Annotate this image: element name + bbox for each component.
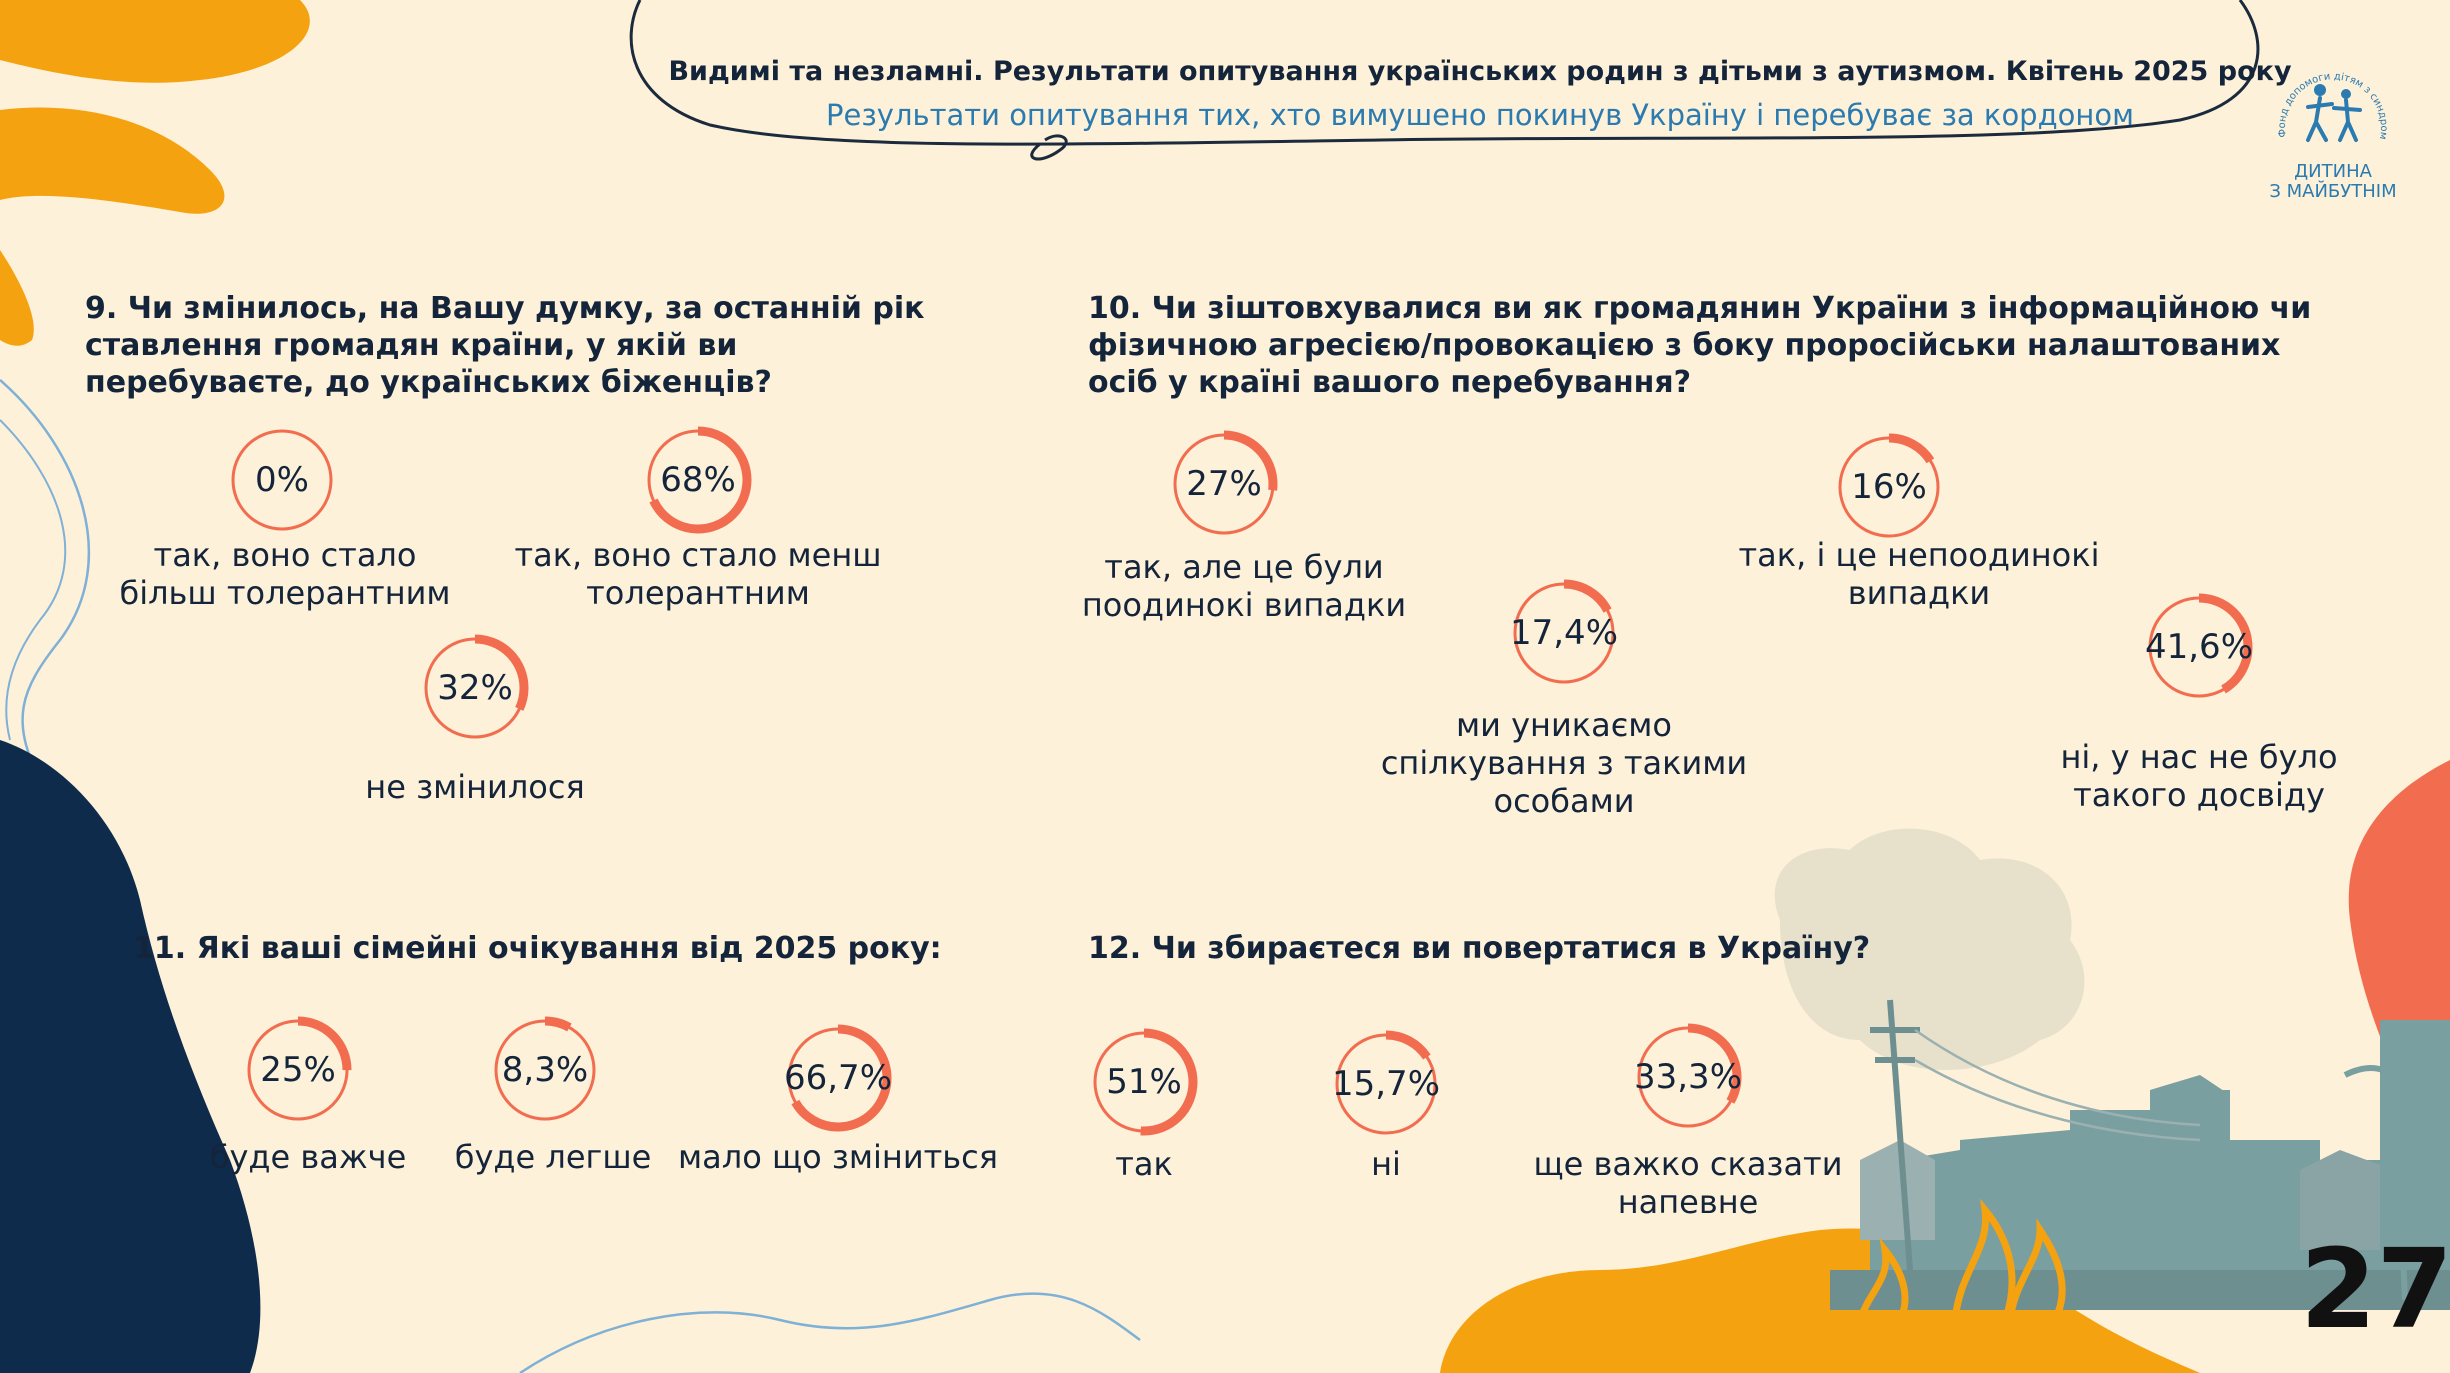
orange-blob-bottom [1440,1228,2200,1373]
percent-ring: 16% [1834,432,1944,542]
blue-wave-bottom [519,1292,1141,1373]
percent-label: 51% [1106,1062,1182,1102]
question-12-title: 12. Чи збираєтеся ви повертатися в Украї… [1088,931,1871,966]
page-subtitle: Результати опитування тих, хто вимушено … [826,98,2134,132]
ring-progress-arc [1090,1028,1198,1136]
ring-progress-arc [491,1016,599,1124]
option-label: буде легше [454,1138,652,1176]
ring-progress-arc [1634,1023,1742,1131]
percent-ring: 8,3% [490,1015,600,1125]
percent-ring: 33,3% [1633,1022,1743,1132]
percent-label: 33,3% [1633,1057,1742,1097]
ring-progress-arc [1510,579,1618,687]
power-lines [1914,1028,2201,1142]
question-10-title: 10. Чи зіштовхувалися ви як громадянин У… [1088,291,2312,400]
children-figures-icon: Фонд допомоги дітям з синдромом аутизму [2268,52,2389,142]
page-number: 27 [2300,1225,2450,1353]
option-label: ще важко сказати напевне [1533,1145,1843,1221]
ring-progress-arc [421,634,529,742]
percent-ring: 32% [420,633,530,743]
percent-ring: 0% [227,425,337,535]
option-label: так [1115,1145,1173,1183]
option-label: ми уникаємо спілкування з такими особами [1380,706,1748,820]
percent-label: 17,4% [1509,613,1618,653]
percent-ring: 68% [643,425,753,535]
percent-label: 32% [437,668,513,708]
option-label: ні [1371,1145,1401,1183]
blue-curve-left-2 [0,419,67,741]
utility-pole [1870,999,1920,1271]
ring-progress-arc [2145,593,2253,701]
percent-ring: 27% [1169,429,1279,539]
percent-label: 16% [1851,467,1927,507]
ruined-houses-left [1860,1140,2380,1250]
percent-label: 41,6% [2144,627,2253,667]
option-label: ні, у нас не було такого досвіду [2060,738,2338,814]
foundation-logo: Фонд допомоги дітям з синдромом аутизму … [2268,52,2398,202]
percent-ring: 51% [1089,1027,1199,1137]
option-label: мало що зміниться [678,1138,998,1176]
street-lamp [2343,1065,2408,1301]
percent-label: 66,7% [783,1058,892,1098]
option-label: так, але це були поодинокі випадки [1081,548,1407,624]
ring-track [231,429,333,531]
percent-label: 0% [255,460,309,500]
percent-label: 25% [260,1050,336,1090]
ring-progress-arc [244,1016,352,1124]
percent-label: 8,3% [501,1050,589,1090]
question-9-title: 9. Чи змінилось, на Вашу думку, за остан… [85,291,925,400]
ring-progress-arc [1332,1030,1440,1138]
ring-progress-arc [1170,430,1278,538]
percent-ring: 17,4% [1509,578,1619,688]
option-label: не змінилося [365,768,585,806]
ring-progress-arc [644,426,752,534]
ring-progress-arc [1835,433,1943,541]
page-title: Видимі та незламні. Результати опитуванн… [668,56,2292,87]
option-label: так, воно стало менш толерантним [514,536,882,612]
option-label: так, і це непоодинокі випадки [1738,536,2100,612]
percent-label: 15,7% [1331,1064,1440,1104]
percent-ring: 41,6% [2144,592,2254,702]
ring-progress-arc [784,1024,892,1132]
logo-line-1: ДИТИНА [2294,161,2372,182]
question-11-title: 11. Які ваші сімейні очікування від 2025… [133,931,942,966]
fire-illustration [1856,1198,2066,1324]
svg-text:Фонд допомоги дітям з синдромо: Фонд допомоги дітям з синдромом аутизму [2268,52,2389,140]
logo-arc-text: Фонд допомоги дітям з синдромом аутизму [2268,52,2389,140]
percent-ring: 25% [243,1015,353,1125]
logo-line-2: З МАЙБУТНІМ [2269,181,2397,202]
navy-blob [0,740,261,1373]
option-label: так, воно стало більш толерантним [119,536,451,612]
orange-blob-top [0,0,310,83]
option-label: буде важче [209,1138,407,1176]
percent-ring: 15,7% [1331,1029,1441,1139]
orange-blob-left [0,250,34,346]
percent-label: 68% [660,460,736,500]
smoke-cloud [1774,828,2085,1070]
header-bubble-outline [629,0,2260,161]
percent-ring: 66,7% [783,1023,893,1133]
percent-label: 27% [1186,464,1262,504]
orange-blob-mid [0,107,225,214]
